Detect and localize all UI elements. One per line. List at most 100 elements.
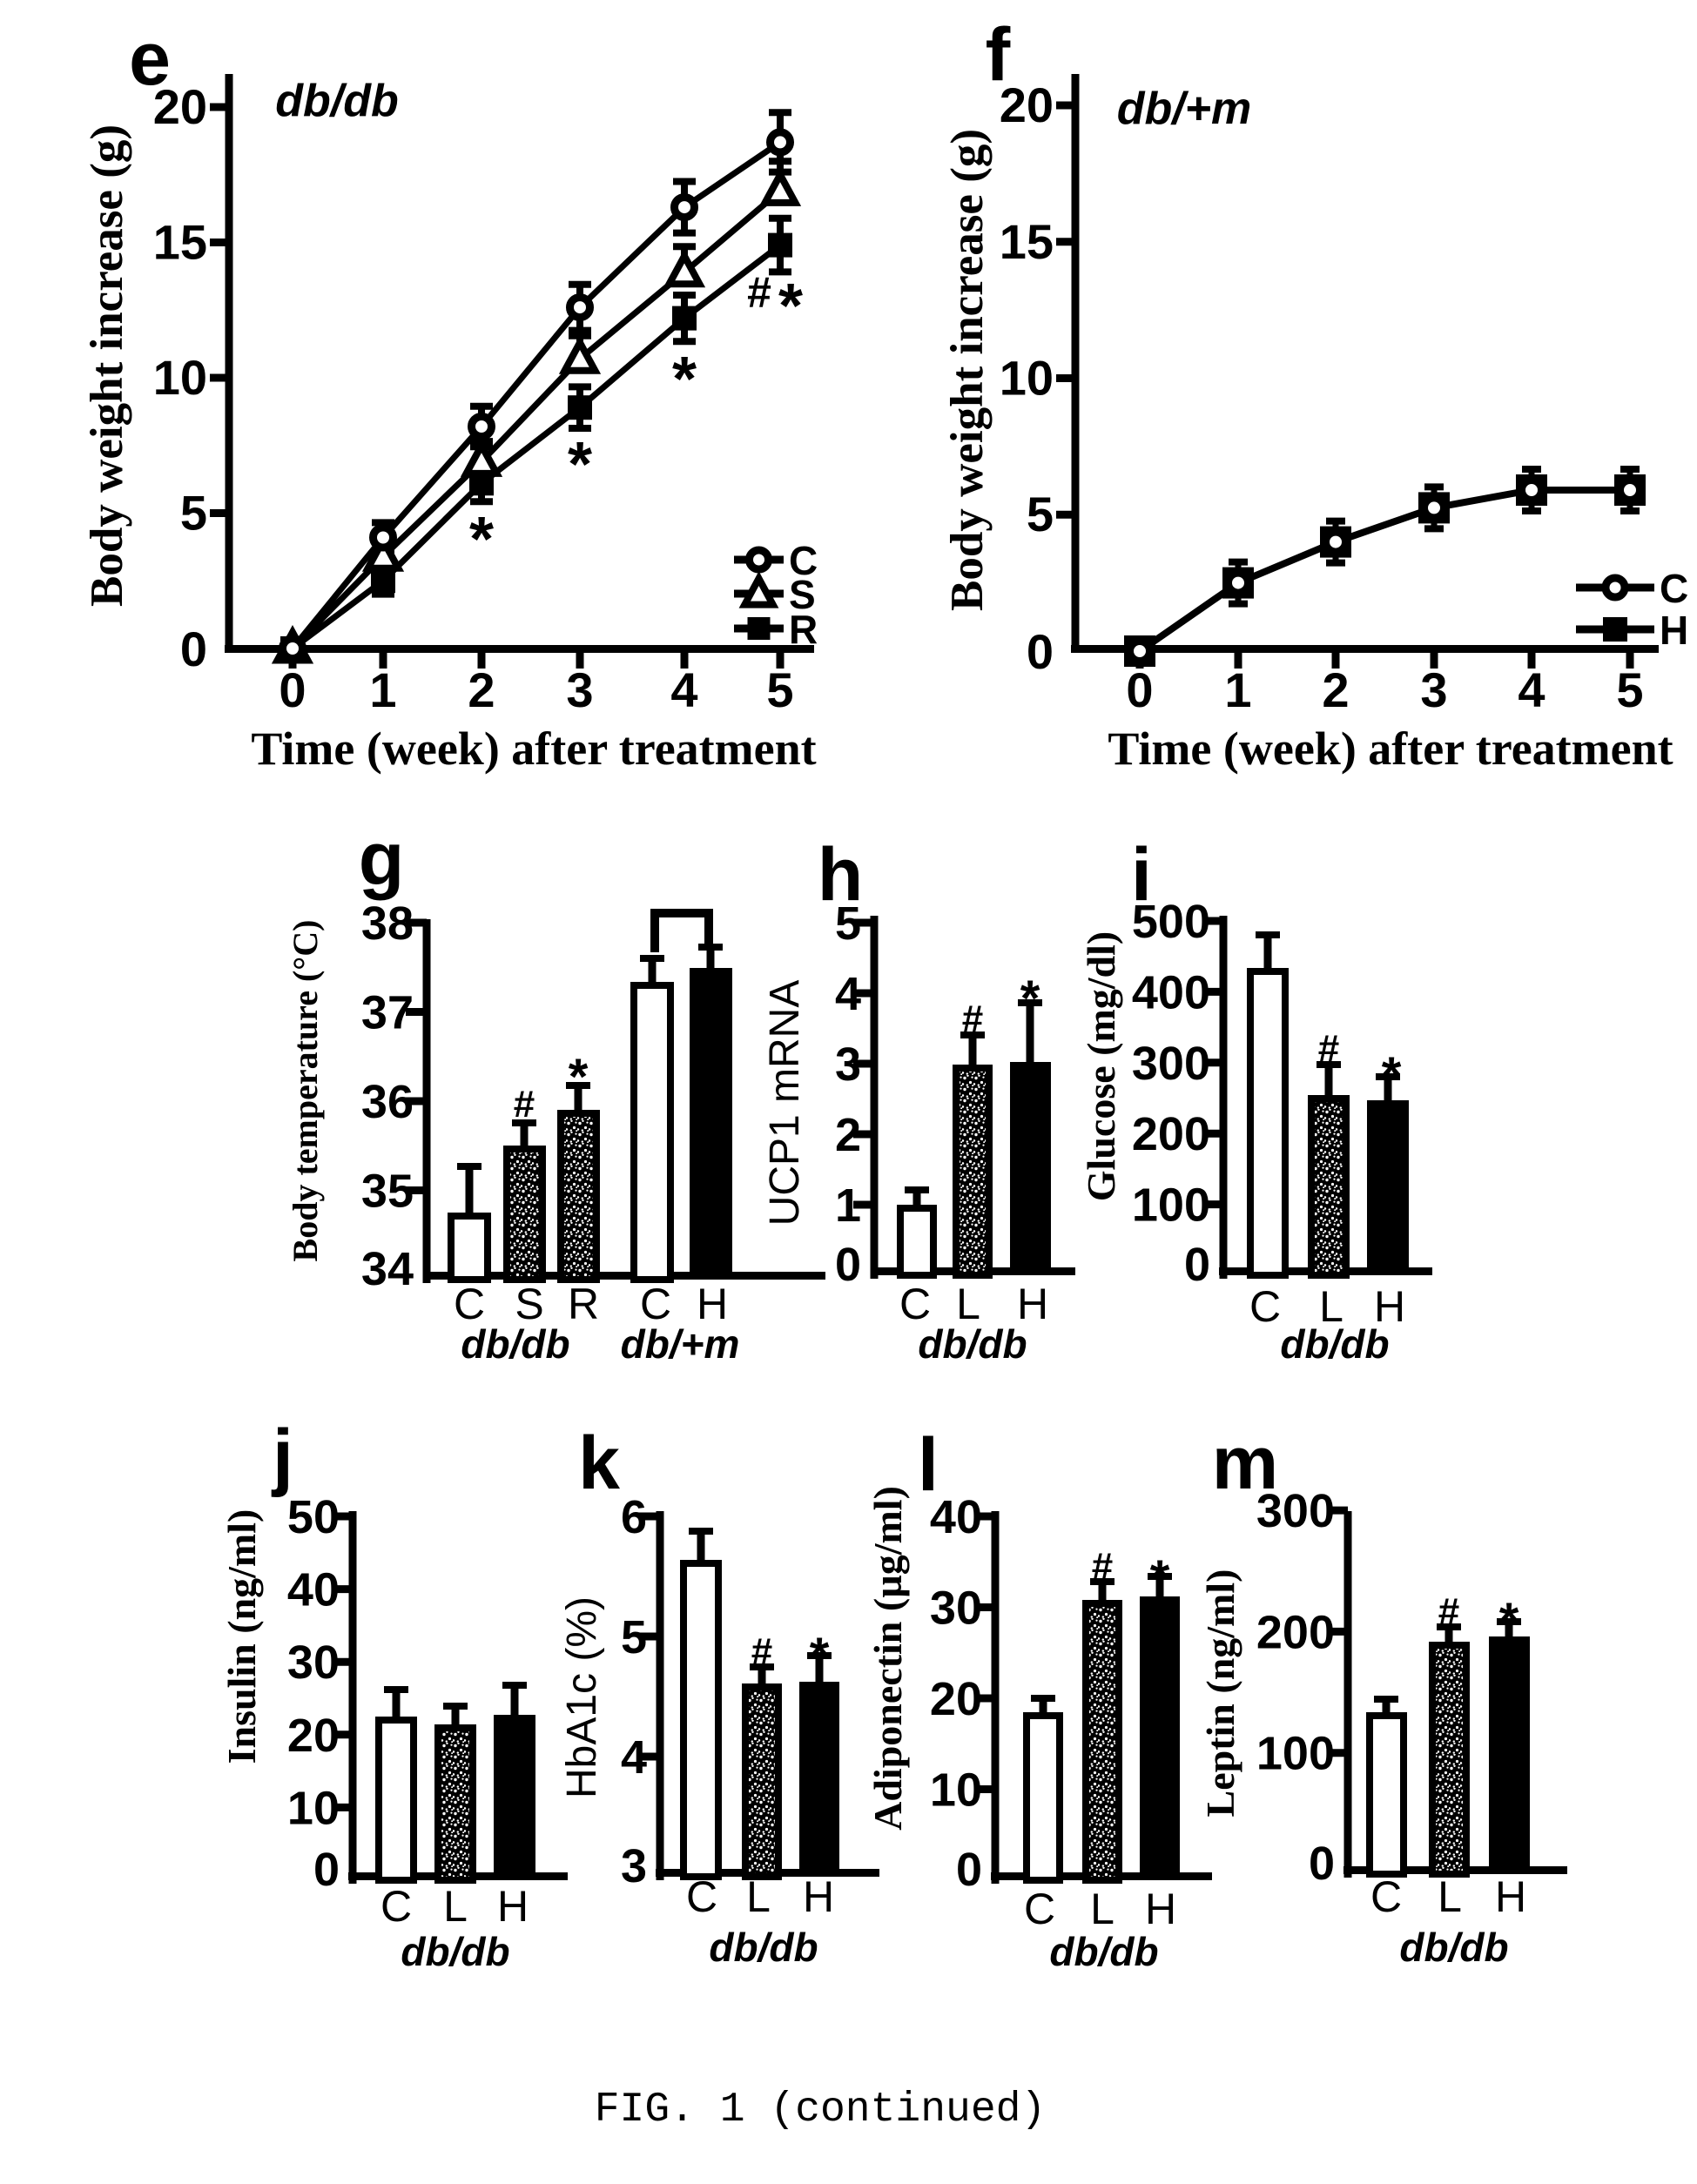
svg-text:L: L [1438, 1872, 1462, 1921]
svg-text:0: 0 [1309, 1838, 1335, 1890]
svg-text:C: C [789, 538, 818, 583]
svg-text:3: 3 [621, 1840, 647, 1892]
svg-text:C: C [1249, 1282, 1281, 1331]
svg-text:500: 500 [1132, 896, 1210, 948]
svg-text:0: 0 [1184, 1239, 1210, 1291]
svg-text:db/db: db/db [401, 1929, 509, 1974]
svg-text:0: 0 [180, 622, 207, 676]
svg-text:2: 2 [1322, 662, 1349, 717]
svg-text:*: * [1150, 1550, 1170, 1607]
svg-text:db/db: db/db [918, 1321, 1027, 1367]
svg-text:H: H [497, 1882, 529, 1931]
svg-text:36: 36 [361, 1076, 414, 1128]
svg-text:C: C [1660, 566, 1688, 611]
svg-text:f: f [986, 13, 1011, 97]
svg-text:j: j [271, 1415, 293, 1498]
svg-text:38: 38 [361, 897, 414, 950]
svg-text:400: 400 [1132, 966, 1210, 1018]
svg-text:20: 20 [153, 79, 207, 134]
svg-text:C: C [686, 1872, 717, 1921]
svg-text:200: 200 [1256, 1606, 1335, 1658]
svg-text:#: # [1092, 1545, 1113, 1588]
svg-text:L: L [443, 1882, 468, 1931]
svg-text:Body weight increase (g): Body weight increase (g) [82, 124, 132, 607]
svg-text:6: 6 [621, 1491, 647, 1543]
svg-text:5: 5 [1616, 662, 1643, 717]
svg-text:4: 4 [670, 662, 697, 717]
svg-text:100: 100 [1132, 1179, 1210, 1232]
svg-text:L: L [1319, 1282, 1343, 1331]
svg-text:3: 3 [1420, 662, 1447, 717]
svg-text:H: H [697, 1280, 728, 1328]
svg-text:0: 0 [1126, 662, 1153, 717]
svg-text:0: 0 [835, 1239, 861, 1291]
svg-text:Leptin (ng/ml): Leptin (ng/ml) [1198, 1569, 1242, 1818]
svg-text:FIG. 1 (continued): FIG. 1 (continued) [595, 2087, 1046, 2134]
svg-text:l: l [918, 1423, 939, 1507]
svg-text:db/db: db/db [1280, 1321, 1389, 1367]
svg-text:5: 5 [766, 662, 793, 717]
svg-text:R: R [789, 607, 818, 652]
svg-text:*: * [1020, 971, 1040, 1027]
svg-text:15: 15 [1000, 214, 1054, 269]
svg-text:H: H [1660, 608, 1688, 653]
svg-text:S: S [789, 572, 816, 617]
svg-text:k: k [578, 1421, 620, 1505]
svg-text:i: i [1131, 833, 1152, 917]
svg-text:5: 5 [621, 1611, 647, 1663]
svg-text:H: H [803, 1872, 834, 1921]
svg-text:4: 4 [1518, 662, 1545, 717]
svg-text:2: 2 [468, 662, 495, 717]
svg-text:C: C [1024, 1885, 1055, 1933]
svg-text:20: 20 [930, 1673, 982, 1725]
svg-text:10: 10 [287, 1782, 340, 1834]
svg-text:1: 1 [1224, 662, 1251, 717]
svg-text:L: L [956, 1280, 980, 1328]
svg-text:10: 10 [1000, 351, 1054, 406]
svg-text:m: m [1212, 1421, 1278, 1505]
svg-text:C: C [640, 1280, 671, 1328]
svg-text:15: 15 [153, 215, 207, 270]
svg-text:10: 10 [930, 1764, 982, 1817]
svg-text:30: 30 [930, 1583, 982, 1635]
svg-text:Insulin (ng/ml): Insulin (ng/ml) [219, 1509, 264, 1764]
svg-text:30: 30 [287, 1636, 340, 1689]
svg-text:300: 300 [1256, 1485, 1335, 1537]
svg-text:C: C [899, 1280, 931, 1328]
svg-text:4: 4 [835, 968, 861, 1020]
svg-text:H: H [1495, 1872, 1526, 1921]
svg-text:*: * [469, 505, 494, 575]
svg-text:1: 1 [369, 662, 396, 717]
svg-text:L: L [746, 1872, 771, 1921]
svg-text:#: # [751, 1630, 772, 1673]
svg-text:40: 40 [287, 1564, 340, 1616]
svg-text:1: 1 [835, 1179, 861, 1232]
svg-text:Body weight increase (g): Body weight increase (g) [942, 129, 993, 611]
svg-text:h: h [818, 833, 864, 917]
svg-text:0: 0 [279, 662, 306, 717]
svg-text:#: # [1318, 1027, 1339, 1070]
svg-text:*: * [810, 1628, 830, 1684]
svg-text:C: C [1370, 1872, 1402, 1921]
svg-text:Time (week) after treatment: Time (week) after treatment [251, 722, 816, 775]
svg-text:db/db: db/db [1399, 1925, 1508, 1970]
svg-text:Time (week) after treatment: Time (week) after treatment [1108, 722, 1673, 775]
svg-text:Glucose (mg/dl): Glucose (mg/dl) [1079, 931, 1123, 1201]
svg-text:S: S [515, 1280, 543, 1328]
svg-text:db/+m: db/+m [621, 1321, 740, 1367]
svg-text:UCP1 mRNA: UCP1 mRNA [762, 980, 808, 1226]
svg-text:300: 300 [1132, 1038, 1210, 1090]
svg-text:db/db: db/db [1049, 1929, 1158, 1974]
svg-text:*: * [672, 345, 697, 414]
svg-text:db/+m: db/+m [1117, 84, 1252, 134]
svg-text:H: H [1017, 1280, 1048, 1328]
svg-text:0: 0 [956, 1844, 982, 1896]
svg-text:20: 20 [1000, 77, 1054, 132]
svg-text:e: e [129, 17, 171, 101]
svg-text:20: 20 [287, 1710, 340, 1762]
svg-text:0: 0 [313, 1844, 340, 1896]
svg-text:L: L [1090, 1885, 1114, 1933]
svg-text:db/db: db/db [461, 1321, 569, 1367]
svg-text:4: 4 [621, 1731, 647, 1784]
svg-text:*: * [1499, 1593, 1519, 1650]
